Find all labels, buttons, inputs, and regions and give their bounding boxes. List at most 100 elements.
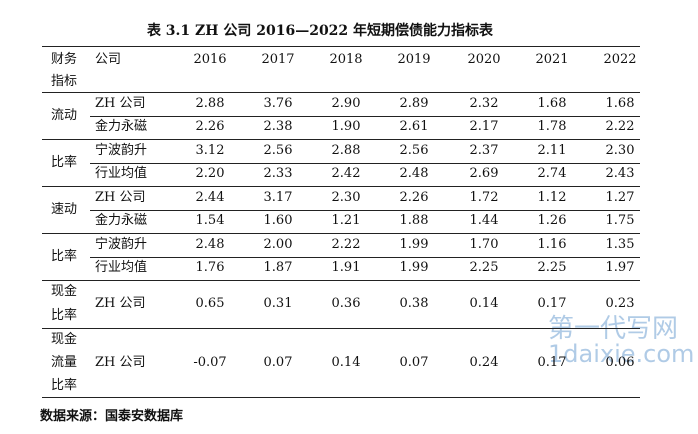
rule	[42, 92, 640, 93]
table-cell: 2.56	[399, 142, 429, 158]
group-label: 比率	[50, 248, 78, 264]
table-cell: 1.68	[605, 95, 635, 111]
table-cell: 2.48	[399, 166, 429, 182]
group-label: 比率	[50, 308, 78, 323]
company-name: 宁波韵升	[95, 236, 148, 252]
table-cell: 1.97	[605, 260, 635, 276]
table-cell: 2.26	[195, 119, 225, 135]
table-cell: 2.30	[331, 189, 361, 205]
company-name: 宁波韵升	[95, 142, 148, 158]
group-label: 现金	[50, 331, 78, 347]
table-cell: 2.25	[469, 260, 499, 276]
header-year: 2017	[261, 52, 295, 67]
company-name: ZH 公司	[95, 354, 146, 370]
table-cell: 0.36	[331, 296, 361, 311]
header-year: 2022	[603, 52, 637, 67]
header-label: 指标	[50, 74, 78, 89]
company-name: ZH 公司	[95, 189, 146, 205]
table-cell: 2.42	[331, 166, 361, 182]
table-cell: 2.26	[399, 189, 429, 205]
table-cell: 2.88	[195, 95, 225, 111]
header-company: 公司	[95, 52, 122, 67]
table-cell: 1.35	[605, 236, 635, 252]
table-cell: 1.16	[537, 236, 567, 252]
rule	[42, 397, 640, 398]
table-cell: 2.44	[195, 189, 225, 205]
rule	[42, 233, 640, 234]
table-cell: 1.27	[605, 189, 635, 205]
table-cell: 1.26	[537, 213, 567, 229]
table-cell: 1.68	[537, 95, 567, 111]
table-cell: 0.14	[469, 296, 499, 311]
table-cell: 1.54	[195, 213, 225, 229]
table-cell: 0.38	[399, 296, 429, 311]
group-label: 现金	[50, 284, 78, 299]
watermark: 1daixie.com	[548, 340, 695, 368]
table-cell: 1.21	[331, 213, 361, 229]
table-cell: 2.33	[263, 166, 293, 182]
rule	[42, 46, 640, 47]
table-cell: 2.38	[263, 119, 293, 135]
rule	[90, 209, 640, 211]
table-cell: 0.23	[605, 296, 635, 311]
table-cell: 1.88	[399, 213, 429, 229]
table-cell: 1.99	[399, 236, 429, 252]
header-year: 2019	[397, 52, 431, 67]
rule	[42, 328, 640, 329]
table-cell: 2.48	[195, 236, 225, 252]
table-cell: 0.31	[263, 296, 293, 311]
table-cell: 2.17	[469, 119, 499, 135]
rule	[90, 115, 640, 117]
table-cell: 0.14	[331, 354, 361, 370]
table-cell: 2.69	[469, 166, 499, 182]
table-cell: 1.70	[469, 236, 499, 252]
table-cell: 2.25	[537, 260, 567, 276]
table-cell: 2.32	[469, 95, 499, 111]
rule	[42, 280, 640, 281]
table-cell: 0.65	[195, 296, 225, 311]
table-cell: 1.75	[605, 213, 635, 229]
table-cell: 2.20	[195, 166, 225, 182]
table-cell: -0.07	[193, 354, 227, 370]
table-cell: 1.44	[469, 213, 499, 229]
table-title: 表 3.1 ZH 公司 2016—2022 年短期偿债能力指标表	[146, 23, 494, 39]
company-name: 行业均值	[95, 260, 148, 276]
table-cell: 2.43	[605, 166, 635, 182]
company-name: ZH 公司	[95, 95, 146, 111]
group-label: 流动	[50, 107, 78, 123]
header-year: 2018	[329, 52, 363, 67]
table-cell: 0.07	[263, 354, 293, 370]
table-cell: 1.99	[399, 260, 429, 276]
table-cell: 2.90	[331, 95, 361, 111]
header-year: 2016	[193, 52, 227, 67]
company-name: 行业均值	[95, 166, 148, 182]
table-cell: 2.74	[537, 166, 567, 182]
company-name: 金力永磁	[95, 213, 148, 229]
table-cell: 2.30	[605, 142, 635, 158]
table-cell: 2.89	[399, 95, 429, 111]
group-label: 速动	[50, 201, 78, 217]
table-cell: 1.90	[331, 119, 361, 135]
company-name: ZH 公司	[95, 296, 146, 311]
watermark: 第一代写网	[548, 314, 679, 344]
table-cell: 1.12	[537, 189, 567, 205]
table-cell: 1.87	[263, 260, 293, 276]
group-label: 比率	[50, 154, 78, 170]
company-name: 金力永磁	[95, 119, 148, 135]
header-year: 2020	[467, 52, 501, 67]
table-cell: 1.91	[331, 260, 361, 276]
table-cell: 0.06	[605, 354, 635, 370]
table-cell: 2.22	[331, 236, 361, 252]
table-cell: 1.60	[263, 213, 293, 229]
rule	[90, 162, 640, 164]
table-cell: 3.76	[263, 95, 293, 111]
table-cell: 2.11	[537, 142, 567, 158]
table-cell: 2.56	[263, 142, 293, 158]
group-label: 流量	[50, 354, 78, 370]
table-cell: 3.17	[263, 189, 293, 205]
table-cell: 1.72	[469, 189, 499, 205]
table-cell: 2.61	[399, 119, 429, 135]
rule	[42, 139, 640, 140]
table-cell: 2.22	[605, 119, 635, 135]
